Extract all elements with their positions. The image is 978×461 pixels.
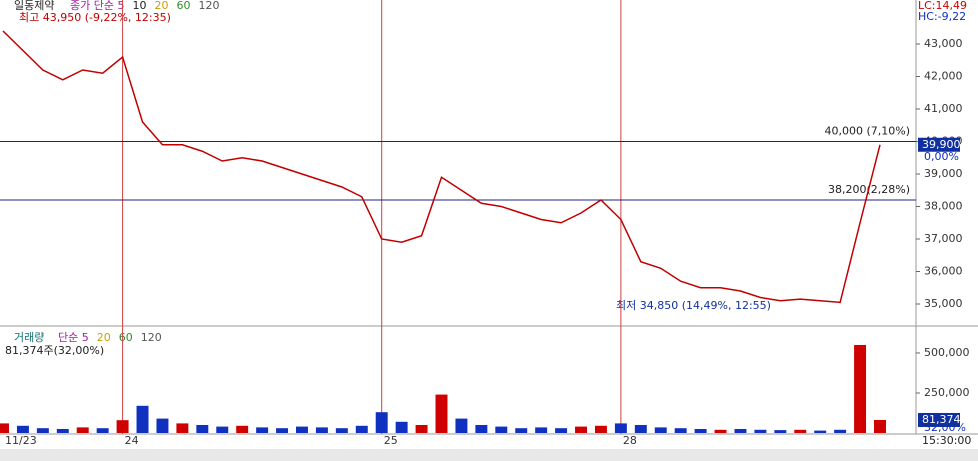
- y-tick-label: 36,000: [924, 265, 963, 278]
- volume-bar: [455, 418, 468, 433]
- last-price-box: [918, 137, 960, 152]
- volume-bar: [295, 426, 308, 433]
- level-label: 40,000 (7,10%): [824, 125, 910, 138]
- volume-bar: [355, 425, 368, 433]
- volume-last-box: [918, 412, 960, 427]
- y-tick-label: 37,000: [924, 232, 963, 245]
- volume-bar: [176, 423, 189, 433]
- legend-entry: 단순 5: [58, 331, 89, 344]
- volume-bar: [315, 427, 328, 433]
- volume-bar: [136, 405, 149, 433]
- time-label: 15:30:00: [922, 434, 971, 447]
- volume-bar: [56, 428, 69, 433]
- x-tick-label: 24: [125, 434, 139, 447]
- y-tick-label: 39,000: [924, 167, 963, 180]
- volume-bar: [515, 428, 528, 433]
- legend-entry: 20: [97, 331, 111, 344]
- legend-entry: 120: [198, 0, 219, 12]
- volume-bar: [216, 426, 229, 433]
- volume-bar: [335, 428, 348, 433]
- chart-title: 일동제약: [14, 0, 54, 12]
- volume-last-label: 81,374: [922, 413, 961, 426]
- legend-entry: 60: [119, 331, 133, 344]
- last-change: 0,00%: [924, 150, 959, 163]
- x-tick-label: 25: [384, 434, 398, 447]
- last-price-label: 39,900: [922, 138, 961, 151]
- y-tick-label: 38,000: [924, 200, 963, 213]
- y-tick-label: 41,000: [924, 102, 963, 115]
- y-tick-label: 42,000: [924, 70, 963, 83]
- price-line: [2, 30, 881, 304]
- volume-bar: [0, 423, 9, 433]
- volume-bar: [375, 412, 388, 433]
- volume-bar: [116, 420, 129, 433]
- volume-bar: [874, 419, 886, 433]
- volume-bar: [594, 425, 607, 433]
- volume-bar: [794, 429, 807, 433]
- volume-bar: [734, 428, 747, 433]
- volume-bar: [156, 418, 169, 433]
- volume-bar: [654, 427, 667, 433]
- volume-bar: [236, 425, 249, 433]
- volume-bar: [276, 428, 289, 433]
- volume-bar: [774, 430, 787, 433]
- volume-bar: [475, 424, 488, 433]
- volume-bar: [614, 423, 627, 433]
- volume-bar: [575, 426, 588, 433]
- x-tick-label: 28: [623, 434, 637, 447]
- volume-bar: [76, 427, 89, 433]
- legend-entry: 120: [141, 331, 162, 344]
- volume-bar: [256, 427, 269, 433]
- y-tick-label: 43,000: [924, 37, 963, 50]
- volume-bar: [96, 428, 109, 433]
- volume-bar: [495, 426, 508, 433]
- volume-bar: [694, 428, 707, 433]
- volume-bar: [555, 428, 568, 433]
- volume-bar: [754, 429, 767, 433]
- volume-bar: [674, 428, 687, 433]
- volume-bar: [854, 344, 867, 433]
- volume-bar: [714, 429, 727, 433]
- y-tick-label: 35,000: [924, 297, 963, 310]
- legend-entry: 60: [176, 0, 190, 12]
- volume-bar: [395, 421, 408, 433]
- volume-bar: [415, 424, 428, 433]
- y-tick-label: 500,000: [924, 346, 970, 359]
- legend-entry: 20: [154, 0, 168, 12]
- low-note: 최저 34,850 (14,49%, 12:55): [616, 299, 771, 312]
- volume-bar: [814, 430, 827, 433]
- volume-summary: 81,374주(32,00%): [5, 344, 104, 357]
- volume-title: 거래량: [14, 331, 44, 344]
- hc-label: HC:-9,22: [918, 10, 966, 23]
- toolbar: [0, 449, 978, 461]
- x-tick-label: 11/23: [5, 434, 37, 447]
- volume-bar: [16, 425, 29, 433]
- volume-bar: [36, 428, 49, 433]
- y-tick-label: 250,000: [924, 386, 970, 399]
- volume-bar: [634, 424, 647, 433]
- lc-label: LC:14,49: [918, 0, 967, 12]
- legend-entry: 10: [132, 0, 146, 12]
- volume-bar: [196, 424, 209, 433]
- volume-bar: [435, 394, 448, 433]
- volume-bar: [535, 427, 548, 433]
- volume-bar: [834, 429, 847, 433]
- high-note: 최고 43,950 (-9,22%, 12:35): [19, 11, 171, 24]
- legend-entry: 종가 단순 5: [70, 0, 124, 12]
